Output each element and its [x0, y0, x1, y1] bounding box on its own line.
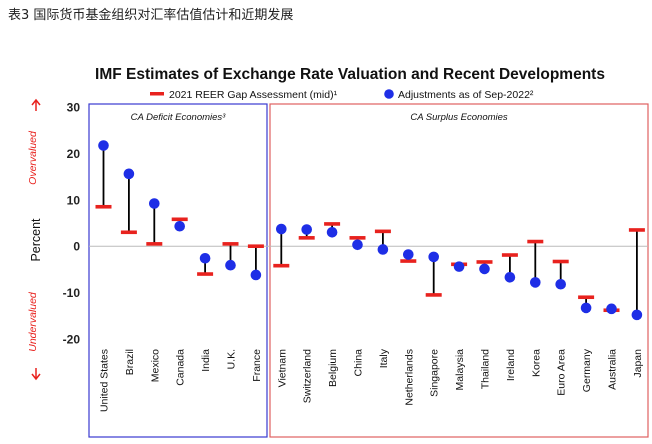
- adjustment-dot: [199, 252, 211, 264]
- legend-gap-marker: [150, 92, 164, 96]
- country-label: Canada: [175, 349, 187, 386]
- country-label: Singapore: [429, 349, 441, 397]
- adjustment-dot: [580, 302, 592, 314]
- adjustment-dot: [301, 224, 313, 235]
- country-label: Australia: [607, 349, 619, 390]
- gap-marker: [476, 260, 493, 264]
- surplus-group-box: [269, 103, 649, 438]
- figure-caption: 表3 国际货币基金组织对汇率估值估计和近期发展: [8, 8, 294, 23]
- deficit-group-box: [88, 103, 268, 438]
- adjustment-dot: [276, 223, 287, 235]
- gap-marker: [273, 263, 290, 268]
- y-axis-annotations: Overvalued Undervalued Percent: [27, 98, 43, 381]
- group-label: CA Surplus Economies: [410, 112, 508, 123]
- country-label: Switzerland: [302, 349, 314, 403]
- gap-marker: [501, 253, 518, 257]
- undervalued-label: Undervalued: [27, 291, 39, 352]
- adjustment-dot: [504, 271, 516, 283]
- country-label: Euro Area: [556, 349, 568, 396]
- country-label: Japan: [632, 349, 644, 378]
- gap-marker: [425, 293, 442, 297]
- adjustment-dot: [149, 198, 160, 209]
- gap-marker: [552, 259, 569, 264]
- country-label: United States: [99, 349, 111, 412]
- down-arrow-icon: [31, 368, 41, 381]
- y-axis-title: Percent: [29, 218, 43, 262]
- adjustment-dot: [225, 259, 236, 271]
- country-label: Mexico: [149, 349, 161, 382]
- gap-marker: [349, 236, 366, 240]
- adjustment-dot: [403, 249, 414, 260]
- y-tick-label: 10: [67, 193, 81, 207]
- adjustment-dot: [98, 140, 109, 151]
- country-label: Germany: [581, 348, 593, 392]
- gap-marker: [298, 236, 315, 240]
- y-tick-label: 30: [67, 101, 81, 115]
- adjustment-dot: [352, 239, 363, 251]
- adjustment-dot: [453, 261, 465, 272]
- country-label: Netherlands: [403, 349, 415, 406]
- gap-marker: [324, 222, 341, 226]
- y-tick-label: -20: [63, 333, 81, 347]
- adjustment-dot: [250, 269, 262, 281]
- chart-title: IMF Estimates of Exchange Rate Valuation…: [95, 66, 605, 83]
- gap-marker: [120, 230, 137, 235]
- country-label: Korea: [530, 349, 542, 377]
- country-label: Italy: [378, 348, 390, 368]
- gap-marker: [247, 244, 264, 248]
- legend-adj-label: Adjustments as of Sep-2022²: [398, 89, 534, 101]
- country-label: Brazil: [124, 349, 136, 375]
- adjustment-dot: [377, 244, 389, 255]
- adjustment-dot: [123, 168, 135, 180]
- y-tick-label: 0: [73, 240, 80, 254]
- country-label: India: [200, 349, 212, 372]
- y-tick-label: 20: [67, 147, 81, 161]
- adjustment-dot: [631, 309, 643, 321]
- country-label: U.K.: [226, 349, 238, 369]
- gap-marker: [628, 228, 645, 232]
- up-arrow-icon: [31, 98, 41, 111]
- gap-marker: [374, 229, 391, 234]
- legend-gap-label: 2021 REER Gap Assessment (mid)¹: [169, 89, 338, 101]
- country-label: Ireland: [505, 349, 517, 381]
- gap-marker: [578, 295, 595, 300]
- legend-adj-marker: [384, 89, 394, 99]
- country-label: Thailand: [480, 349, 492, 389]
- group-label: CA Deficit Economies³: [131, 112, 227, 123]
- country-label: Belgium: [327, 349, 339, 387]
- gap-marker: [527, 239, 544, 244]
- gap-marker: [197, 272, 214, 276]
- adjustment-dot: [174, 220, 185, 232]
- adjustment-dot: [428, 251, 440, 263]
- gap-marker: [95, 204, 112, 209]
- legend: 2021 REER Gap Assessment (mid)¹ Adjustme…: [150, 89, 534, 101]
- y-tick-label: -10: [63, 286, 81, 300]
- gap-marker: [146, 242, 163, 246]
- country-label: Malaysia: [454, 349, 466, 391]
- overvalued-label: Overvalued: [27, 130, 39, 185]
- gap-marker: [222, 242, 239, 246]
- adjustment-dot: [530, 277, 541, 288]
- adjustment-dot: [555, 278, 566, 290]
- adjustment-dot: [606, 303, 617, 315]
- gap-marker: [400, 259, 417, 263]
- country-label: China: [353, 349, 365, 377]
- gap-marker: [171, 217, 188, 222]
- adjustment-dot: [326, 226, 338, 238]
- adjustment-dot: [479, 263, 490, 275]
- country-label: France: [251, 349, 263, 382]
- country-label: Vietnam: [276, 349, 288, 388]
